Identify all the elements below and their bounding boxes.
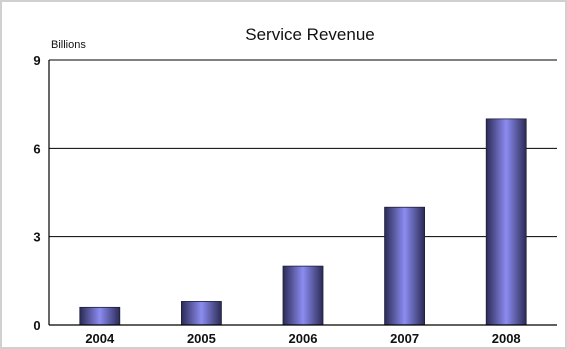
bar-2006 xyxy=(282,265,324,326)
y-axis-unit-label: Billions xyxy=(51,39,86,51)
bar-2008 xyxy=(485,118,527,326)
y-tick-label-9: 9 xyxy=(33,53,40,68)
x-tick-label-2007: 2007 xyxy=(390,331,419,346)
y-tick-labels: 0 3 6 9 xyxy=(33,53,40,333)
bar-2005 xyxy=(180,301,222,326)
x-tick-label-2006: 2006 xyxy=(289,331,318,346)
x-tick-label-2004: 2004 xyxy=(85,331,115,346)
bar-2007 xyxy=(384,206,426,326)
x-tick-label-2008: 2008 xyxy=(492,331,521,346)
y-tick-label-6: 6 xyxy=(33,141,40,156)
bar-2004 xyxy=(79,306,121,326)
y-tick-label-3: 3 xyxy=(33,230,40,245)
bars xyxy=(79,118,527,326)
x-tick-label-2005: 2005 xyxy=(187,331,216,346)
axes xyxy=(48,60,557,326)
chart-title: Service Revenue xyxy=(245,25,374,44)
gridlines xyxy=(49,59,557,238)
y-tick-label-0: 0 xyxy=(33,318,40,333)
x-category-labels: 2004 2005 2006 2007 2008 xyxy=(85,331,520,346)
